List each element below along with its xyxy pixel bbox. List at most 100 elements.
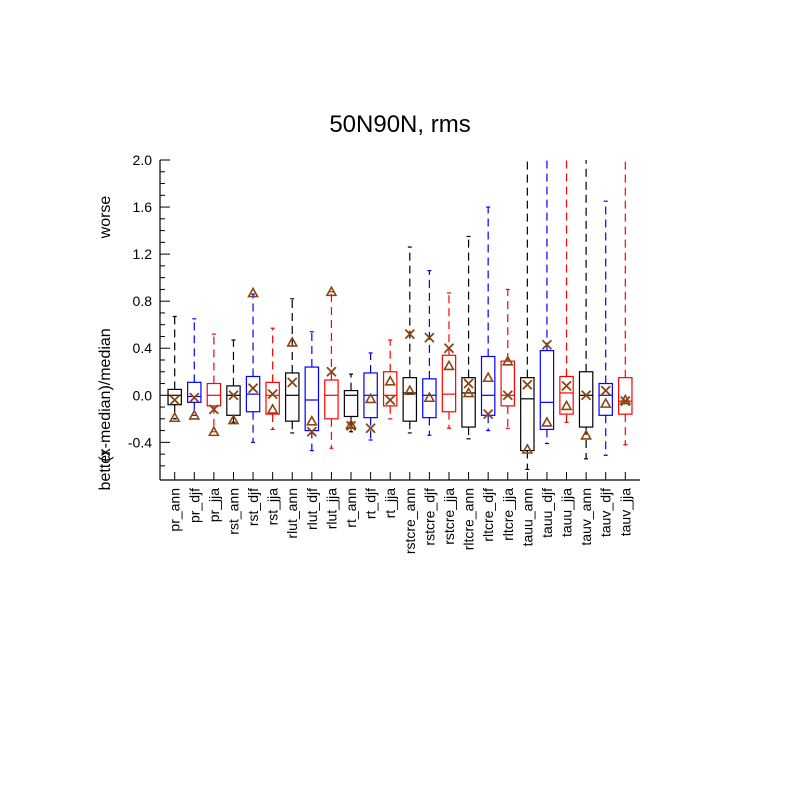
category-label-rlut-ann: rlut_ann <box>284 488 300 539</box>
x-marker <box>169 394 180 406</box>
x-marker <box>267 388 278 400</box>
x-marker <box>365 423 376 434</box>
category-labels: pr_ann pr_djf pr_jja rst_ann rst_djf rst_jja r… <box>167 488 634 554</box>
y-tick-label: 0.0 <box>133 387 153 403</box>
box-tauv-ann <box>578 160 594 460</box>
y-tick-label: 0.8 <box>133 293 153 309</box>
x-marker <box>600 385 611 396</box>
box-rlut-djf <box>304 331 320 452</box>
triangle-marker <box>501 355 514 366</box>
box-body <box>559 375 574 415</box>
triangle-marker <box>266 403 279 414</box>
triangle-marker <box>580 429 592 440</box>
category-label-tauv-djf: tauv_djf <box>598 488 614 537</box>
x-marker <box>483 408 494 420</box>
x-marker <box>443 343 455 354</box>
box-body <box>461 377 476 428</box>
box-rstcre-ann <box>402 246 418 434</box>
box-tauu-djf <box>539 160 555 445</box>
box-body <box>520 377 535 452</box>
triangle-marker <box>208 425 220 437</box>
x-marker <box>561 380 572 392</box>
box-rt-jja <box>382 339 398 420</box>
y-axis-label: (x-median)/median <box>97 328 114 461</box>
plot-frame <box>159 160 640 481</box>
triangle-marker <box>325 285 338 297</box>
triangle-marker <box>482 371 495 383</box>
box-rlut-ann <box>284 298 300 434</box>
y-tick-label: -0.4 <box>128 434 152 450</box>
triangle-marker <box>247 286 259 298</box>
x-marker <box>522 379 533 390</box>
category-label-rst-jja: rst_jja <box>265 488 281 526</box>
x-marker <box>620 396 631 407</box>
category-label-rstcre-ann: rstcre_ann <box>402 488 418 554</box>
box-tauv-djf <box>598 200 613 456</box>
x-marker <box>385 394 396 406</box>
category-label-tauv-jja: tauv_jja <box>617 488 633 536</box>
chart-title: 50N90N, rms <box>329 111 470 138</box>
box-body <box>343 389 359 418</box>
x-marker <box>247 383 259 394</box>
triangle-marker <box>462 386 475 398</box>
x-marker <box>189 392 200 403</box>
category-label-tauv-ann: tauv_ann <box>578 488 594 546</box>
box-body <box>422 378 437 419</box>
category-label-rst-ann: rst_ann <box>225 488 241 535</box>
box-tauu-ann <box>520 160 535 471</box>
x-marker <box>326 366 337 377</box>
x-marker <box>306 426 317 437</box>
triangle-marker <box>403 384 416 395</box>
category-label-rlut-djf: rlut_djf <box>304 488 320 530</box>
box-body <box>226 385 241 416</box>
box-pr-ann <box>167 315 182 423</box>
box-body <box>578 371 594 428</box>
category-label-rltcre-djf: rltcre_djf <box>480 488 496 542</box>
box-body <box>402 377 418 422</box>
x-marker <box>404 328 415 340</box>
y-tick-label: 2.0 <box>133 152 153 168</box>
category-label-pr-jja: pr_jja <box>206 488 222 522</box>
triangle-marker <box>286 336 299 347</box>
category-label-rst-djf: rst_djf <box>245 488 261 526</box>
box-rstcre-djf <box>422 269 437 436</box>
box-tauv-jja <box>618 160 633 446</box>
triangle-marker <box>168 411 181 423</box>
category-label-rt-ann: rt_ann <box>343 488 359 528</box>
x-marker <box>424 332 435 343</box>
box-rst-ann <box>226 339 241 425</box>
box-body <box>167 388 182 406</box>
category-label-rt-jja: rt_jja <box>382 488 398 519</box>
triangle-marker <box>599 397 612 408</box>
category-label-rstcre-djf: rstcre_djf <box>421 488 437 546</box>
category-label-rlut-jja: rlut_jja <box>323 488 339 529</box>
box-series <box>167 160 633 480</box>
box-pr-jja <box>206 333 222 437</box>
y-tick-label: 0.4 <box>133 340 153 356</box>
box-rltcre-jja <box>500 288 516 429</box>
triangle-marker <box>384 375 397 386</box>
triangle-marker <box>521 443 534 454</box>
triangle-marker <box>560 399 573 411</box>
category-label-pr-djf: pr_djf <box>186 488 202 523</box>
category-label-rt-djf: rt_djf <box>363 488 379 519</box>
category-label-rltcre-ann: rltcre_ann <box>461 488 477 550</box>
x-marker <box>287 377 298 388</box>
x-marker <box>208 404 220 415</box>
box-tauu-jja <box>559 160 574 423</box>
x-marker <box>502 390 513 401</box>
triangle-marker <box>423 391 436 403</box>
y-tick-label: 1.2 <box>133 246 153 262</box>
category-label-tauu-ann: tauu_ann <box>519 488 535 546</box>
box-rst-djf <box>245 286 261 443</box>
box-body <box>284 372 300 422</box>
y-axis-label-worse: worse <box>97 196 114 240</box>
y-axis-label-better: better <box>97 449 114 491</box>
x-marker <box>345 420 357 432</box>
category-label-pr-ann: pr_ann <box>167 488 183 532</box>
y-tick-label: 1.6 <box>133 199 153 215</box>
x-marker <box>541 339 553 350</box>
triangle-marker <box>364 392 377 404</box>
x-marker <box>228 390 239 401</box>
box-rltcre-ann <box>461 235 476 440</box>
